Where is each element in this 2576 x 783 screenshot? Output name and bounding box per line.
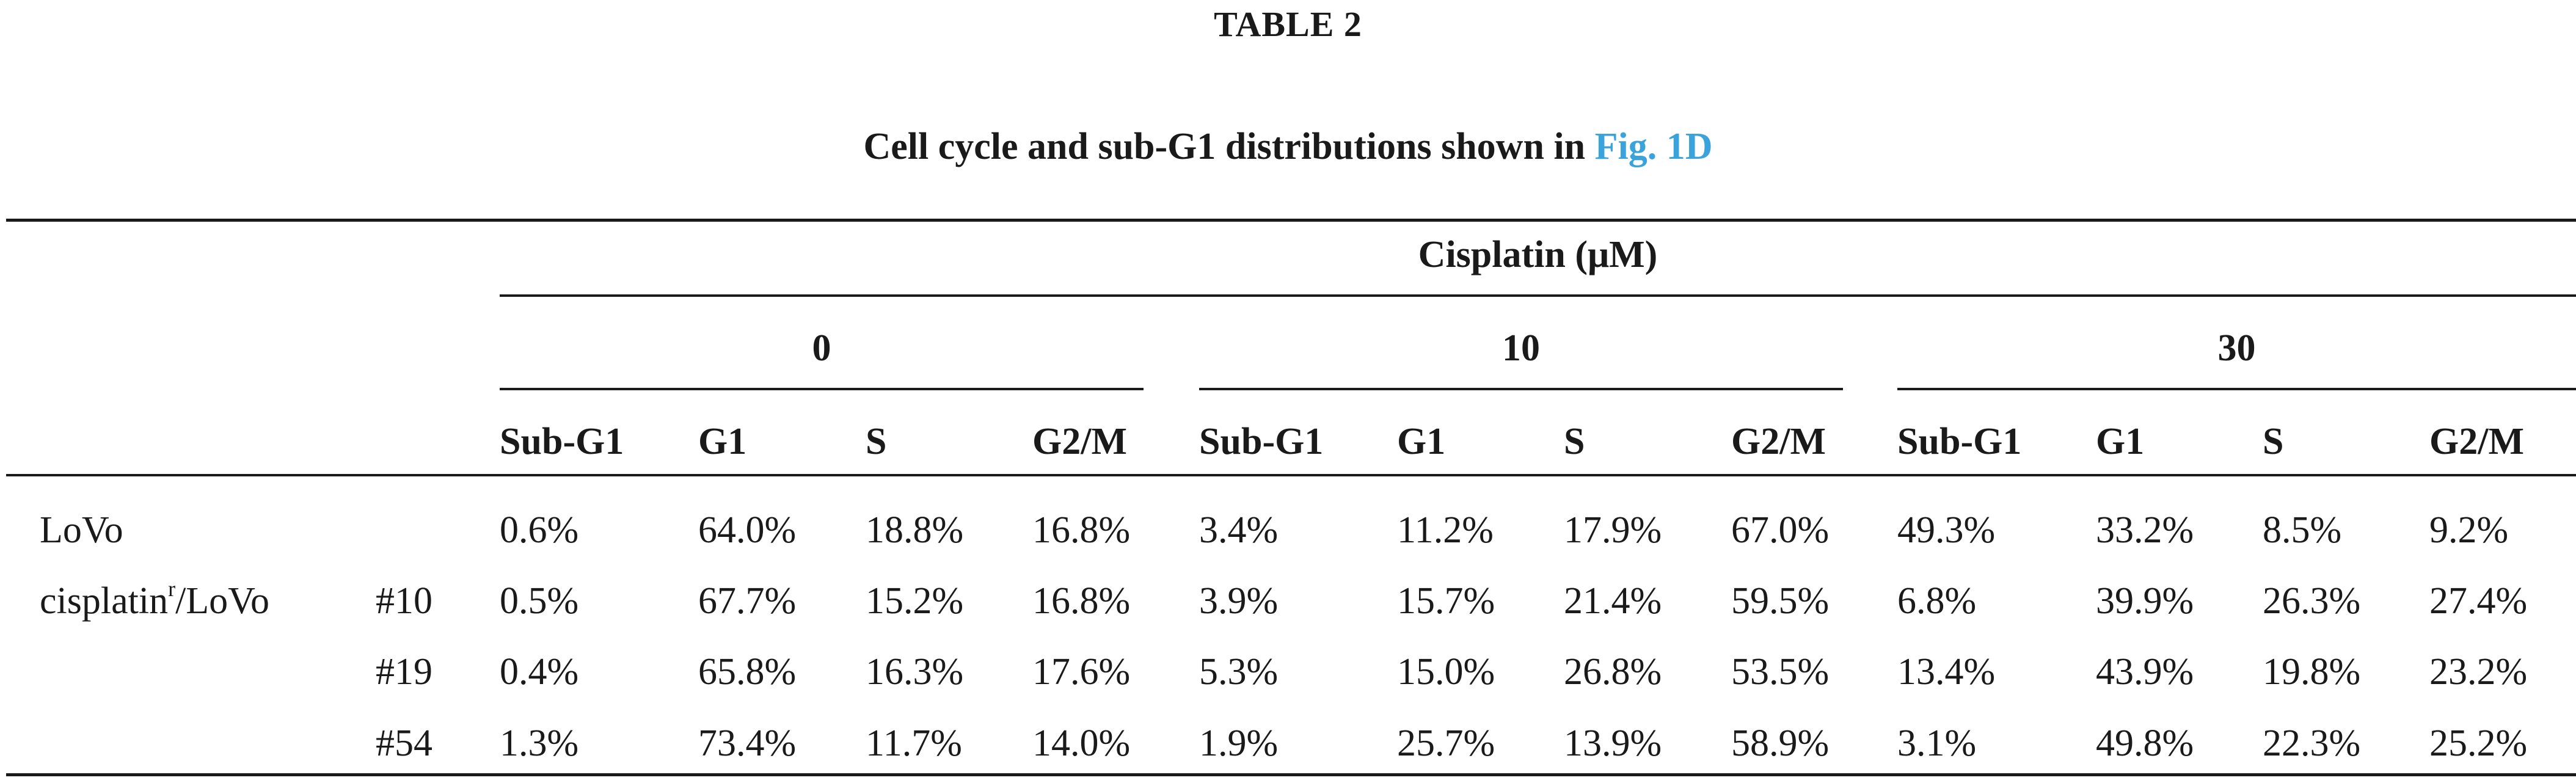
table-cell: 25.2%	[2429, 723, 2528, 764]
figure-link[interactable]: Fig. 1D	[1594, 126, 1713, 167]
table-cell: 1.3%	[500, 723, 579, 764]
table-cell: 49.8%	[2096, 723, 2194, 764]
table-cell: 22.3%	[2263, 723, 2361, 764]
table-cell: 17.6%	[1032, 651, 1131, 693]
clone-label: #54	[376, 723, 432, 764]
table-cell: 13.9%	[1564, 723, 1662, 764]
bottom-rule	[6, 773, 2576, 776]
phase-header: Sub-G1	[1897, 421, 2022, 462]
phase-header: Sub-G1	[1199, 421, 1324, 462]
table-cell: 65.8%	[698, 651, 797, 693]
table-cell: 5.3%	[1199, 651, 1279, 693]
table-cell: 33.2%	[2096, 509, 2194, 551]
phase-header: G1	[2096, 421, 2145, 462]
top-rule	[6, 219, 2576, 222]
table-cell: 26.8%	[1564, 651, 1662, 693]
row-label: LoVo	[40, 509, 123, 551]
table-cell: 27.4%	[2429, 580, 2528, 622]
phase-header: G1	[698, 421, 747, 462]
phase-header: S	[2263, 421, 2284, 462]
table-cell: 26.3%	[2263, 580, 2361, 622]
table-cell: 15.0%	[1397, 651, 1495, 693]
table-cell: 73.4%	[698, 723, 797, 764]
phase-header: S	[866, 421, 887, 462]
table-cell: 21.4%	[1564, 580, 1662, 622]
table-cell: 0.4%	[500, 651, 579, 693]
table-cell: 3.4%	[1199, 509, 1279, 551]
table-cell: 25.7%	[1397, 723, 1495, 764]
table-cell: 67.7%	[698, 580, 797, 622]
table-cell: 17.9%	[1564, 509, 1662, 551]
table-cell: 39.9%	[2096, 580, 2194, 622]
row-label-superscript: r	[168, 577, 176, 602]
table-cell: 1.9%	[1199, 723, 1279, 764]
table-cell: 8.5%	[2263, 509, 2342, 551]
table-cell: 16.8%	[1032, 580, 1131, 622]
table-cell: 19.8%	[2263, 651, 2361, 693]
table-cell: 16.3%	[866, 651, 964, 693]
dose-group-rule	[1199, 388, 1843, 390]
row-label-main: cisplatin	[40, 580, 169, 622]
table-cell: 67.0%	[1731, 509, 1830, 551]
table-cell: 49.3%	[1897, 509, 1996, 551]
spanner-rule	[500, 294, 2576, 297]
table-cell: 0.5%	[500, 580, 579, 622]
header-rule	[6, 474, 2576, 476]
dose-group-header: 0	[812, 327, 831, 369]
clone-label: #10	[376, 580, 432, 622]
spanner-header: Cisplatin (μM)	[1418, 234, 1658, 275]
phase-header: S	[1564, 421, 1585, 462]
table-cell: 15.7%	[1397, 580, 1495, 622]
dose-group-rule	[500, 388, 1144, 390]
table-cell: 18.8%	[866, 509, 964, 551]
clone-label: #19	[376, 651, 432, 693]
table-cell: 59.5%	[1731, 580, 1830, 622]
dose-group-header: 10	[1502, 327, 1540, 369]
table-cell: 14.0%	[1032, 723, 1131, 764]
table-cell: 6.8%	[1897, 580, 1977, 622]
phase-header: G2/M	[2429, 421, 2524, 462]
table-number: TABLE 2	[1214, 4, 1362, 44]
table-cell: 58.9%	[1731, 723, 1830, 764]
table-cell: 3.9%	[1199, 580, 1279, 622]
phase-header: Sub-G1	[500, 421, 624, 462]
table-cell: 11.7%	[866, 723, 962, 764]
phase-header: G2/M	[1032, 421, 1127, 462]
caption-text: Cell cycle and sub-G1 distributions show…	[863, 126, 1595, 167]
table-cell: 3.1%	[1897, 723, 1977, 764]
table-cell: 23.2%	[2429, 651, 2528, 693]
row-label-suffix: /LoVo	[175, 580, 269, 622]
dose-group-header: 30	[2217, 327, 2256, 369]
table-cell: 13.4%	[1897, 651, 1996, 693]
table-cell: 0.6%	[500, 509, 579, 551]
phase-header: G2/M	[1731, 421, 1826, 462]
table-caption: Cell cycle and sub-G1 distributions show…	[0, 119, 2576, 174]
table-cell: 11.2%	[1397, 509, 1494, 551]
phase-header: G1	[1397, 421, 1446, 462]
table-cell: 15.2%	[866, 580, 964, 622]
table-cell: 16.8%	[1032, 509, 1131, 551]
table-cell: 9.2%	[2429, 509, 2509, 551]
row-label: cisplatinr/LoVo	[40, 574, 269, 628]
table-cell: 43.9%	[2096, 651, 2194, 693]
dose-group-rule	[1897, 388, 2576, 390]
table-cell: 53.5%	[1731, 651, 1830, 693]
table-cell: 64.0%	[698, 509, 797, 551]
